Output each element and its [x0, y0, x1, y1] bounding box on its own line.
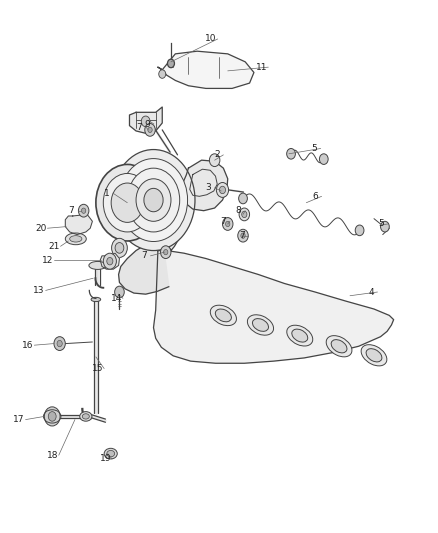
Text: 7: 7: [137, 123, 142, 132]
Circle shape: [241, 233, 245, 238]
Circle shape: [136, 179, 171, 221]
Polygon shape: [158, 51, 254, 88]
Ellipse shape: [366, 349, 382, 362]
Circle shape: [223, 217, 233, 230]
Circle shape: [226, 221, 230, 227]
Circle shape: [81, 208, 86, 213]
Circle shape: [238, 229, 248, 242]
Ellipse shape: [65, 233, 86, 245]
Ellipse shape: [331, 340, 347, 353]
Ellipse shape: [91, 297, 101, 302]
Circle shape: [48, 411, 56, 421]
Circle shape: [96, 165, 159, 241]
Circle shape: [239, 193, 247, 204]
Ellipse shape: [82, 414, 89, 419]
Ellipse shape: [89, 262, 106, 269]
Text: 1: 1: [103, 189, 109, 198]
Text: 7: 7: [220, 217, 226, 226]
Text: 21: 21: [48, 242, 60, 251]
Circle shape: [319, 154, 328, 165]
Ellipse shape: [70, 236, 82, 242]
Ellipse shape: [326, 336, 352, 357]
Ellipse shape: [361, 345, 387, 366]
Text: 2: 2: [214, 150, 219, 159]
Text: 5: 5: [378, 220, 384, 229]
Circle shape: [355, 225, 364, 236]
Text: 12: 12: [42, 256, 53, 264]
Ellipse shape: [292, 329, 308, 342]
Ellipse shape: [80, 411, 92, 421]
Polygon shape: [182, 160, 228, 211]
Circle shape: [44, 407, 60, 426]
Circle shape: [107, 257, 113, 265]
Ellipse shape: [247, 315, 274, 335]
Circle shape: [242, 211, 247, 217]
Ellipse shape: [215, 309, 231, 322]
Circle shape: [219, 186, 226, 193]
Circle shape: [148, 127, 152, 133]
Circle shape: [216, 182, 229, 197]
Text: 15: 15: [92, 364, 103, 373]
Ellipse shape: [210, 305, 237, 326]
Circle shape: [163, 249, 168, 255]
Text: 5: 5: [311, 144, 317, 153]
Polygon shape: [65, 214, 92, 235]
Ellipse shape: [107, 450, 115, 457]
Circle shape: [160, 246, 171, 259]
Text: 9: 9: [145, 119, 150, 128]
Circle shape: [103, 253, 117, 269]
Circle shape: [144, 188, 163, 212]
Circle shape: [381, 221, 389, 232]
Circle shape: [159, 70, 166, 78]
Text: 11: 11: [256, 63, 268, 71]
Ellipse shape: [287, 325, 313, 346]
Text: 13: 13: [33, 286, 45, 295]
Text: 8: 8: [236, 206, 241, 215]
Text: 7: 7: [141, 252, 147, 260]
Polygon shape: [153, 251, 394, 364]
Circle shape: [120, 159, 187, 241]
Text: 4: 4: [368, 287, 374, 296]
Text: 7: 7: [239, 231, 244, 240]
Ellipse shape: [104, 448, 117, 459]
Text: 6: 6: [312, 192, 318, 201]
Text: 3: 3: [205, 183, 211, 192]
Circle shape: [54, 337, 65, 351]
Text: 19: 19: [100, 455, 111, 463]
Polygon shape: [119, 237, 169, 294]
Text: 16: 16: [22, 341, 34, 350]
Circle shape: [111, 183, 144, 222]
Ellipse shape: [252, 319, 268, 332]
Circle shape: [127, 168, 180, 232]
Text: 17: 17: [13, 415, 25, 424]
Text: 10: 10: [205, 35, 217, 44]
Circle shape: [115, 243, 124, 253]
Circle shape: [141, 116, 150, 127]
Circle shape: [112, 238, 127, 257]
Circle shape: [209, 154, 220, 166]
Circle shape: [78, 204, 89, 217]
Polygon shape: [153, 213, 180, 251]
Circle shape: [145, 124, 155, 136]
Polygon shape: [130, 107, 162, 134]
Text: 7: 7: [69, 206, 74, 215]
Circle shape: [167, 59, 174, 68]
Text: 20: 20: [35, 224, 46, 233]
Text: 18: 18: [46, 451, 58, 460]
Circle shape: [239, 208, 250, 221]
Text: 14: 14: [111, 294, 122, 303]
Circle shape: [57, 341, 62, 347]
Circle shape: [287, 149, 295, 159]
Circle shape: [103, 173, 151, 232]
Circle shape: [115, 286, 124, 298]
Polygon shape: [100, 253, 120, 269]
Circle shape: [112, 150, 195, 251]
